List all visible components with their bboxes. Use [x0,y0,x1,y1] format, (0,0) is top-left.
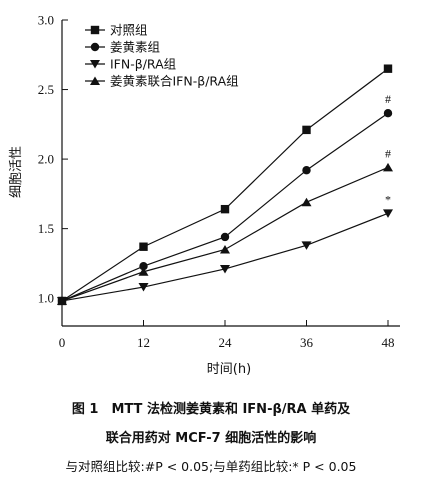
chart-axes [61,20,400,327]
data-point [383,162,393,172]
legend-item: 姜黄素联合IFN-β/RA组 [85,74,239,89]
data-point [57,296,67,305]
data-point [302,166,311,175]
significance-mark: # [385,146,391,160]
series-line [61,212,389,302]
significance-mark: * [385,192,391,206]
y-tick-label: 2.5 [38,82,54,97]
data-point [138,283,149,292]
data-point [383,209,393,218]
data-point [301,241,312,250]
data-point [220,245,230,254]
legend-swatch-marker [90,25,100,35]
line-chart: 1.01.52.02.53.00 12 24 36 48 #*# 细胞活性 时间(h) … [9,13,400,377]
data-point [220,204,230,214]
figure-note: 与对照组比较:#P < 0.05;与单药组比较:* P < 0.05 [65,459,357,474]
data-point [220,232,230,242]
data-point [383,108,393,118]
y-tick-label: 2.0 [38,152,54,167]
y-tick-label: 1.5 [38,221,54,236]
legend-label: 姜黄素组 [110,40,160,55]
legend-label: IFN-β/RA组 [110,57,176,72]
y-axis-title: 细胞活性 [9,146,24,198]
x-tick-label: 24 [219,335,233,350]
data-point [138,267,149,276]
y-tick-label: 3.0 [38,13,54,28]
figure-caption-line-1: 图 1 MTT 法检测姜黄素和 IFN-β/RA 单药及 [71,402,351,417]
data-point [139,261,148,271]
significance-mark: # [385,92,391,106]
legend-swatch-marker [90,60,100,69]
x-tick-label: 48 [382,335,395,350]
legend-label: 姜黄素联合IFN-β/RA组 [110,74,239,89]
x-tick-label: 36 [300,335,314,350]
axis-ticks: 1.0 1.5 2.0 2.5 3.0 0 12 24 36 48 [38,13,395,351]
x-axis-title: 时间(h) [207,362,251,377]
data-point [220,264,230,274]
data-point [139,242,148,251]
legend-item: IFN-β/RA组 [85,57,176,72]
series-3: * [57,192,393,306]
y-tick-label: 1.0 [38,291,54,306]
data-point [302,125,311,135]
data-point [301,197,312,207]
legend-item: 姜黄素组 [85,40,160,55]
data-point [383,64,393,73]
legend-item: 对照组 [85,23,148,38]
legend-label: 对照组 [110,23,148,38]
legend-swatch-marker [90,76,100,85]
figure-caption-line-2: 联合用药对 MCF-7 细胞活性的影响 [105,431,317,446]
x-tick-label: 12 [137,335,150,350]
series-4: # [57,146,393,305]
legend-swatch-marker [90,42,100,52]
x-tick-label: 0 [59,335,66,350]
series-layer: # * # [57,64,393,306]
